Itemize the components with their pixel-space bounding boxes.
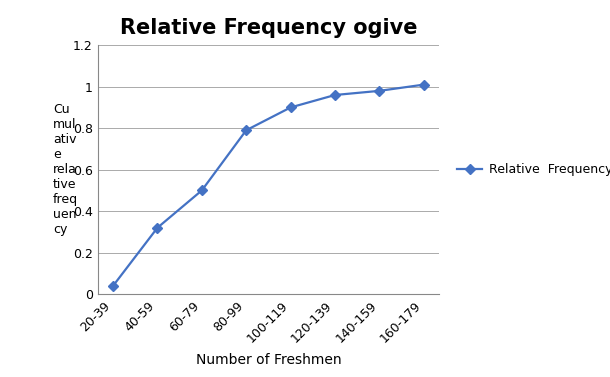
- Relative  Frequency ogive: [287, 105, 294, 110]
- Relative  Frequency ogive: [154, 225, 161, 230]
- Relative  Frequency ogive: [331, 93, 339, 97]
- Title: Relative Frequency ogive: Relative Frequency ogive: [120, 18, 417, 38]
- Relative  Frequency ogive: [420, 83, 428, 87]
- Relative  Frequency ogive: [243, 128, 250, 133]
- Legend: Relative  Frequency ogive: Relative Frequency ogive: [452, 158, 610, 181]
- Relative  Frequency ogive: [376, 89, 383, 93]
- X-axis label: Number of Freshmen: Number of Freshmen: [196, 353, 341, 367]
- Relative  Frequency ogive: [109, 284, 117, 288]
- Relative  Frequency ogive: [198, 188, 206, 193]
- Text: Cu
mul
ativ
e
rela
tive
freq
uen
cy: Cu mul ativ e rela tive freq uen cy: [53, 103, 78, 236]
- Line: Relative  Frequency ogive: Relative Frequency ogive: [110, 81, 427, 289]
